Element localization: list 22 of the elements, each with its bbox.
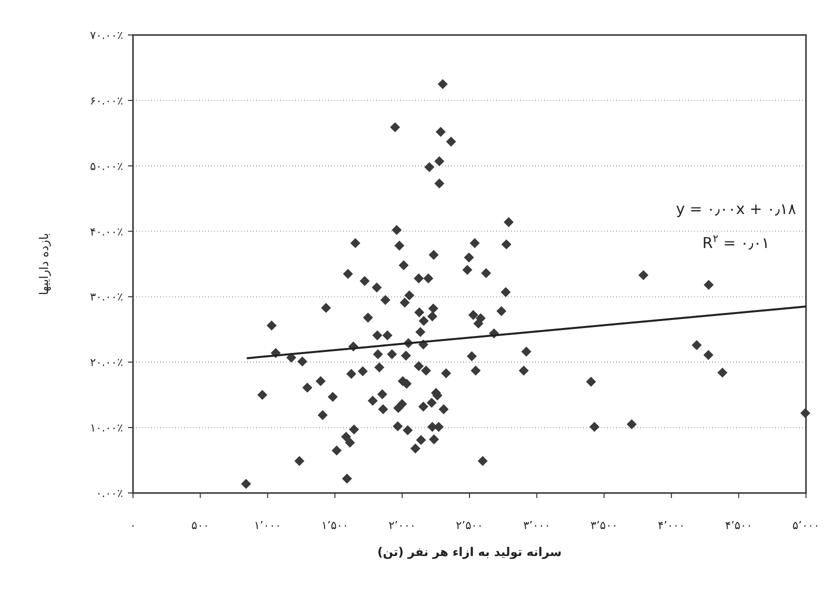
annotation: y = ۰٫۰۰x + ۰٫۱۸ <box>676 200 796 218</box>
x-tick-label: ۳٬۰۰۰ <box>523 519 550 532</box>
y-tick-label: ۴۰.۰۰٪ <box>90 225 124 238</box>
y-tick-label: ۵۰.۰۰٪ <box>90 160 124 173</box>
y-tick-label: ۶۰.۰۰٪ <box>90 94 124 108</box>
y-tick-label: ۰.۰۰٪ <box>96 487 124 500</box>
y-tick-label: ۲۰.۰۰٪ <box>90 356 124 370</box>
y-tick-label: ۱۰.۰۰٪ <box>90 422 124 435</box>
y-axis-title: بازده دارایيها <box>37 232 51 296</box>
x-tick-label: ۵٬۰۰۰ <box>792 519 820 532</box>
x-tick-label: ۱٬۰۰۰ <box>254 519 282 532</box>
x-tick-label: ۲٬۵۰۰ <box>456 519 484 532</box>
x-tick-label: ۱٬۵۰۰ <box>321 519 348 532</box>
x-tick-label: ۳٬۵۰۰ <box>590 519 618 532</box>
x-tick-label: ۲٬۰۰۰ <box>388 519 416 532</box>
y-tick-label: ۷۰.۰۰٪ <box>90 29 124 42</box>
x-axis-title: سرانه تولید به ازاء هر نفر (تن) <box>377 545 562 559</box>
x-tick-label: ۴٬۰۰۰ <box>658 519 685 532</box>
x-tick-label: ۵۰۰ <box>191 519 210 532</box>
x-tick-label: ۴٬۵۰۰ <box>725 519 752 532</box>
x-tick-label: ۰ <box>130 519 136 532</box>
y-tick-label: ۳۰.۰۰٪ <box>90 290 124 304</box>
